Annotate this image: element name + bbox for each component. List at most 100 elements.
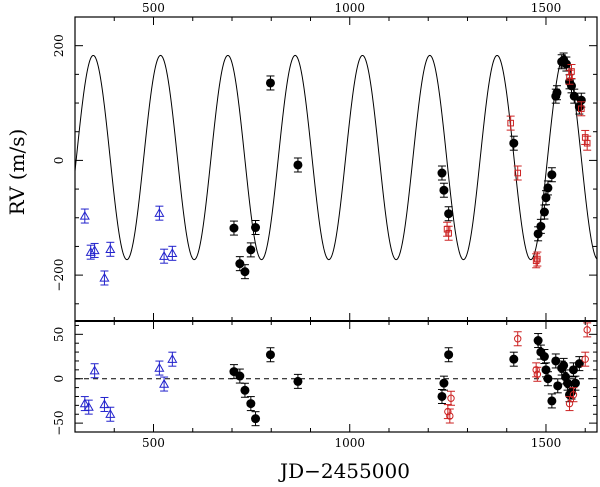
point-marker <box>578 105 585 113</box>
point-marker <box>89 245 100 255</box>
data-point <box>581 129 590 145</box>
data-point <box>79 208 90 224</box>
point-marker <box>543 374 553 384</box>
point-marker <box>551 356 561 366</box>
point-marker <box>514 335 522 343</box>
top-panel: 500 1000 1500 −200 0 200 <box>52 1 597 321</box>
data-point <box>569 387 578 403</box>
point-marker <box>553 381 563 391</box>
data-point <box>444 225 453 241</box>
point-marker <box>105 244 116 253</box>
bottom-panel-frame <box>74 320 598 433</box>
data-point <box>533 251 542 267</box>
series-dataset-3 <box>443 63 592 269</box>
point-marker <box>265 78 275 88</box>
point-marker <box>246 399 256 409</box>
point-marker <box>154 362 165 372</box>
point-marker <box>533 370 542 378</box>
data-point <box>543 371 553 387</box>
point-marker <box>532 257 540 265</box>
point-marker <box>235 259 245 269</box>
data-point <box>154 205 165 221</box>
data-point <box>293 373 303 389</box>
model-curve-group <box>75 54 597 261</box>
bottom-panel: 500 1000 1500 −50 0 50 <box>52 321 597 450</box>
point-marker <box>437 391 447 401</box>
point-marker <box>565 399 574 408</box>
point-marker <box>79 210 90 220</box>
top-ticks-group: 500 1000 1500 −200 0 200 <box>52 1 597 321</box>
data-point <box>105 241 116 257</box>
data-point <box>265 347 275 363</box>
y-tick-label: 200 <box>52 34 66 57</box>
x-axis-title: JD−2455000 <box>278 459 410 483</box>
data-point <box>265 75 275 91</box>
y-tick-label: −50 <box>52 410 66 435</box>
point-marker <box>581 355 589 363</box>
data-point <box>444 347 454 363</box>
point-marker <box>547 396 557 406</box>
data-point <box>235 368 245 384</box>
point-marker <box>569 91 579 101</box>
data-point <box>539 349 549 365</box>
point-marker <box>541 193 551 203</box>
data-point <box>532 362 541 378</box>
x-tick-label-top: 1500 <box>531 1 562 15</box>
point-marker <box>154 207 165 217</box>
point-marker <box>533 336 543 346</box>
point-marker <box>509 354 519 364</box>
point-marker <box>251 223 261 233</box>
series-dataset-1 <box>79 351 178 422</box>
data-point <box>437 388 447 404</box>
data-point <box>105 406 116 422</box>
data-point <box>568 362 578 378</box>
point-marker <box>445 229 452 237</box>
data-point <box>547 167 557 183</box>
point-marker <box>439 185 449 195</box>
point-marker <box>539 352 549 362</box>
data-point <box>159 376 170 392</box>
point-marker <box>446 412 454 420</box>
point-marker <box>532 366 540 374</box>
series-dataset-2 <box>229 52 586 280</box>
frames-group <box>74 16 598 433</box>
data-point <box>513 331 522 347</box>
top-points-group <box>79 52 592 286</box>
point-marker <box>539 207 549 217</box>
data-point <box>551 353 561 369</box>
point-marker <box>552 88 562 98</box>
point-marker <box>563 378 573 388</box>
data-point <box>439 182 449 198</box>
point-marker <box>507 119 514 127</box>
top-panel-frame <box>74 16 598 322</box>
point-marker <box>159 378 170 388</box>
data-point <box>506 115 515 131</box>
point-marker <box>167 248 178 257</box>
data-point <box>89 363 100 379</box>
point-marker <box>543 183 553 193</box>
data-point <box>583 322 592 338</box>
data-point <box>533 366 542 382</box>
point-marker <box>568 68 575 75</box>
point-marker <box>79 398 90 408</box>
point-marker <box>569 391 578 399</box>
point-marker <box>99 399 110 409</box>
point-marker <box>246 245 256 255</box>
y-axis-title: RV (m/s) <box>5 129 29 216</box>
data-point <box>251 411 261 427</box>
point-marker <box>541 365 551 375</box>
data-point <box>444 206 454 222</box>
point-marker <box>265 350 275 360</box>
y-tick-label: 0 <box>52 157 66 165</box>
point-marker <box>583 326 591 334</box>
series-dataset-3 <box>443 322 592 424</box>
data-point <box>240 382 250 398</box>
point-marker <box>159 250 170 260</box>
point-marker <box>444 350 454 360</box>
data-point <box>443 221 452 237</box>
point-marker <box>293 160 303 170</box>
point-marker <box>444 407 452 416</box>
x-tick-label-bottom: 1500 <box>531 436 562 450</box>
data-point <box>577 101 586 117</box>
